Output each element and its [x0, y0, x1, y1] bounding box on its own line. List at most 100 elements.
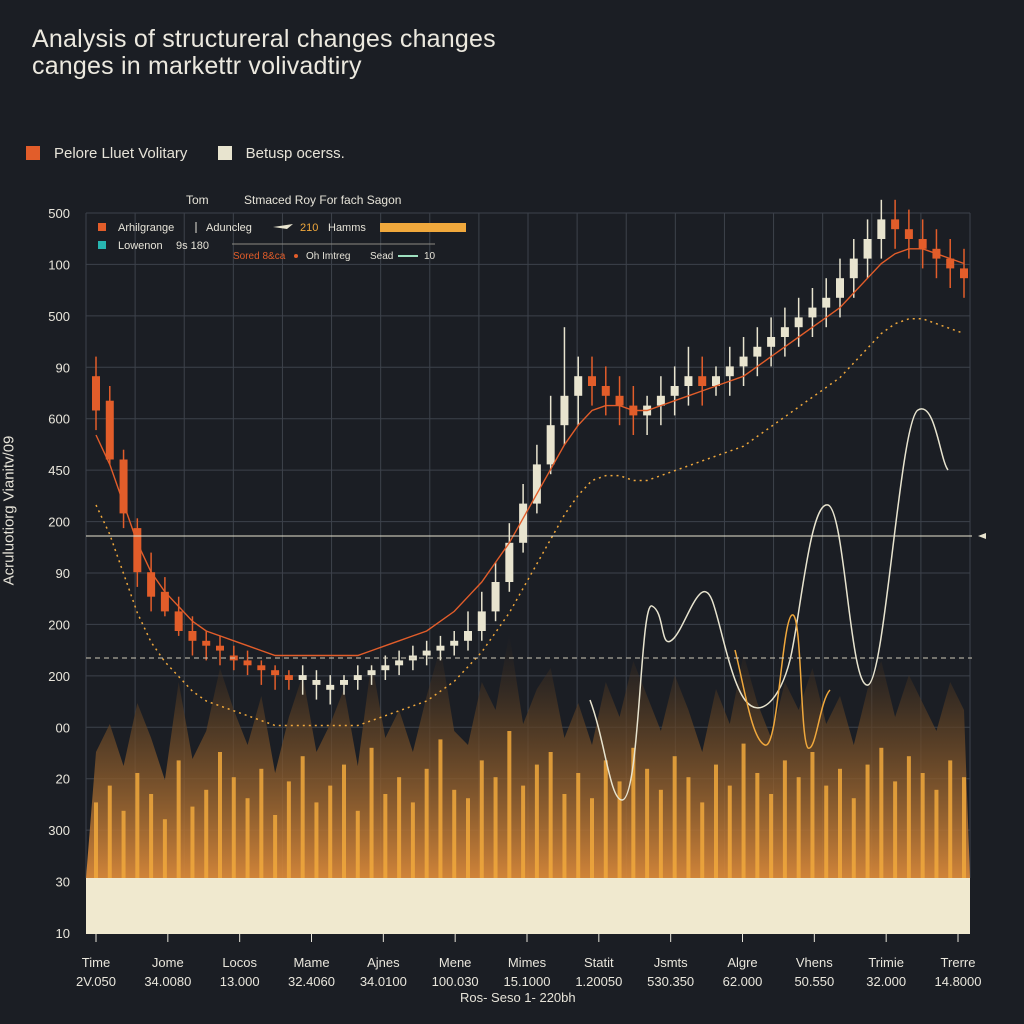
candle-body — [794, 317, 803, 328]
volume-bar — [162, 819, 167, 878]
volume-bar — [562, 794, 567, 878]
volume-bar — [686, 777, 691, 878]
volume-bar — [424, 768, 429, 878]
volume-bar — [590, 798, 594, 878]
candle-body — [780, 327, 789, 337]
x-axis-ticks: Time 2V.050 Jome 34.0080 Locos 13.000 Mame 32.4… — [76, 934, 982, 989]
y-tick-label: 300 — [48, 823, 70, 838]
candle-body — [863, 239, 872, 259]
volume-bar — [714, 764, 718, 878]
candle-body — [353, 675, 362, 680]
volume-bar — [851, 798, 856, 878]
y-tick-label: 200 — [48, 617, 70, 632]
candle-body — [216, 645, 224, 651]
volume-bar — [879, 747, 884, 878]
inset-label: Arhilgrange — [118, 222, 174, 234]
inset-label: Hamms — [328, 222, 366, 234]
volume-area-fill — [86, 633, 970, 878]
candle-body — [877, 219, 886, 239]
candle-body — [684, 376, 693, 386]
candle-body — [505, 542, 514, 582]
candle-body — [367, 670, 376, 676]
x-tick-name: Algre — [727, 955, 757, 970]
volume-bar — [906, 756, 911, 878]
volume-bar — [259, 768, 264, 878]
candle-body — [615, 395, 624, 406]
volume-bar — [479, 760, 484, 878]
inset-legend: Arhilgrange Aduncleg 210 Hamms Lowenon 9… — [98, 222, 466, 262]
volume-bar — [521, 785, 526, 878]
candle-body — [712, 376, 720, 386]
x-tick-value: 530.350 — [647, 974, 694, 989]
chart-subtitle: Tom Stmaced Roy For fach Sagon — [186, 193, 433, 207]
volume-bar — [893, 781, 898, 878]
candle-body — [340, 680, 348, 685]
legend-label: Betusp ocerss. — [245, 145, 345, 162]
candle-body — [243, 660, 252, 666]
volume-bar — [507, 731, 512, 878]
inset-bar — [380, 223, 466, 232]
inset-label: Sored 8&ca — [233, 251, 286, 262]
volume-bar — [176, 760, 181, 878]
candle-body — [422, 650, 431, 656]
x-tick-name: Vhens — [796, 955, 833, 970]
trend-dotted-line — [95, 318, 965, 727]
candle-body — [532, 464, 541, 504]
volume-bar — [355, 810, 360, 878]
volume-bar — [452, 789, 457, 878]
candle-body — [271, 670, 280, 676]
arrow-icon — [273, 224, 293, 229]
candle-body — [92, 376, 100, 411]
candle-body — [119, 459, 128, 514]
x-tick-value: 32.000 — [866, 974, 906, 989]
moving-average-line — [95, 248, 965, 657]
volume-bar — [273, 815, 278, 878]
legend-swatch-cream — [217, 146, 232, 160]
y-axis-ticks: 500 100 500 90 600 450 200 90 200 200 00 20 300 30 10 — [48, 206, 70, 941]
x-tick-name: Jsmts — [654, 955, 688, 970]
volume-bar — [658, 789, 663, 878]
candle-body — [436, 645, 445, 651]
volume-bar — [920, 773, 925, 878]
volume-bar — [755, 773, 760, 878]
x-tick-value: 15.1000 — [504, 974, 551, 989]
y-tick-label: 200 — [48, 515, 70, 530]
volume-bar — [838, 768, 842, 878]
candle-body — [546, 425, 555, 465]
x-tick-name: Locos — [222, 955, 257, 970]
y-tick-label: 30 — [56, 875, 70, 890]
subtitle-right: Stmaced Roy For fach Sagon — [244, 193, 402, 207]
x-tick-value: 34.0100 — [360, 974, 407, 989]
candle-body — [491, 582, 500, 612]
volume-bar — [534, 764, 539, 878]
candle-body — [326, 684, 335, 690]
x-tick-value: 100.030 — [432, 974, 479, 989]
candle-body — [836, 278, 844, 298]
candle-body — [739, 356, 748, 367]
volume-bar — [796, 777, 801, 878]
volume-bar — [934, 789, 939, 878]
x-tick-value: 62.000 — [723, 974, 763, 989]
volume-bar — [383, 794, 388, 878]
x-tick-name: Mene — [439, 955, 472, 970]
x-tick-value: 50.550 — [794, 974, 834, 989]
volume-bar — [962, 777, 966, 878]
inset-value: 210 — [300, 222, 318, 234]
volume-bar — [810, 752, 815, 878]
y-tick-label: 10 — [56, 926, 70, 941]
x-tick-name: Jome — [152, 955, 184, 970]
legend-item-process: Betusp ocerss. — [217, 145, 345, 162]
inset-label: 9s 180 — [176, 240, 209, 252]
candle-body — [656, 395, 665, 406]
volume-bar — [342, 764, 346, 878]
candle-body — [395, 660, 404, 666]
pointer-icon — [978, 533, 986, 539]
candle-body — [188, 631, 197, 641]
volume-bar — [631, 747, 636, 878]
inset-dot — [294, 254, 298, 258]
volume-bar — [727, 785, 732, 878]
legend-swatch-orange — [26, 146, 40, 160]
volume-bar — [107, 785, 112, 878]
candle-body — [105, 400, 114, 460]
